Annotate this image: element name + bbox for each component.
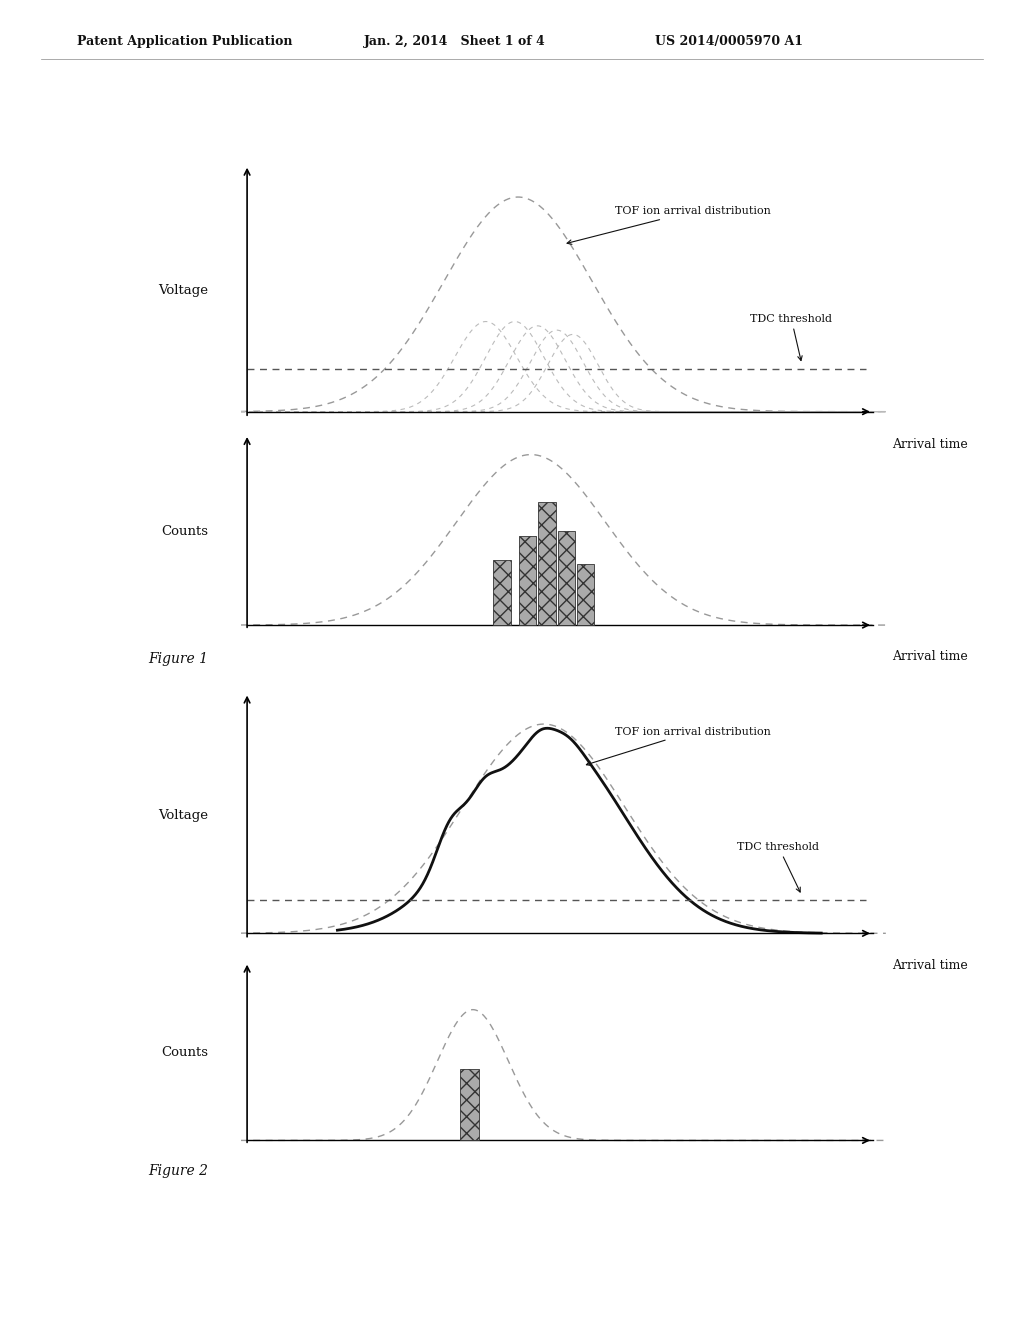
Text: Figure 2: Figure 2 bbox=[148, 1164, 209, 1177]
Bar bbox=[558, 531, 575, 626]
Text: Arrival time: Arrival time bbox=[892, 960, 968, 973]
Text: Arrival time: Arrival time bbox=[892, 649, 968, 663]
Text: Jan. 2, 2014   Sheet 1 of 4: Jan. 2, 2014 Sheet 1 of 4 bbox=[364, 34, 545, 48]
Text: Voltage: Voltage bbox=[159, 284, 209, 297]
Text: TOF ion arrival distribution: TOF ion arrival distribution bbox=[587, 726, 771, 766]
Text: Counts: Counts bbox=[162, 1047, 209, 1059]
Text: TDC threshold: TDC threshold bbox=[737, 842, 819, 892]
Text: Voltage: Voltage bbox=[159, 809, 209, 821]
Text: US 2014/0005970 A1: US 2014/0005970 A1 bbox=[655, 34, 804, 48]
Bar bbox=[539, 503, 556, 626]
Bar bbox=[578, 564, 595, 626]
Bar bbox=[494, 560, 511, 626]
Text: TDC threshold: TDC threshold bbox=[751, 314, 833, 360]
Text: Arrival time: Arrival time bbox=[892, 438, 968, 451]
Bar bbox=[519, 536, 537, 626]
Text: Counts: Counts bbox=[162, 525, 209, 537]
Bar bbox=[460, 1069, 479, 1140]
Text: TOF ion arrival distribution: TOF ion arrival distribution bbox=[567, 206, 771, 244]
Text: Patent Application Publication: Patent Application Publication bbox=[77, 34, 292, 48]
Text: Figure 1: Figure 1 bbox=[148, 652, 209, 665]
